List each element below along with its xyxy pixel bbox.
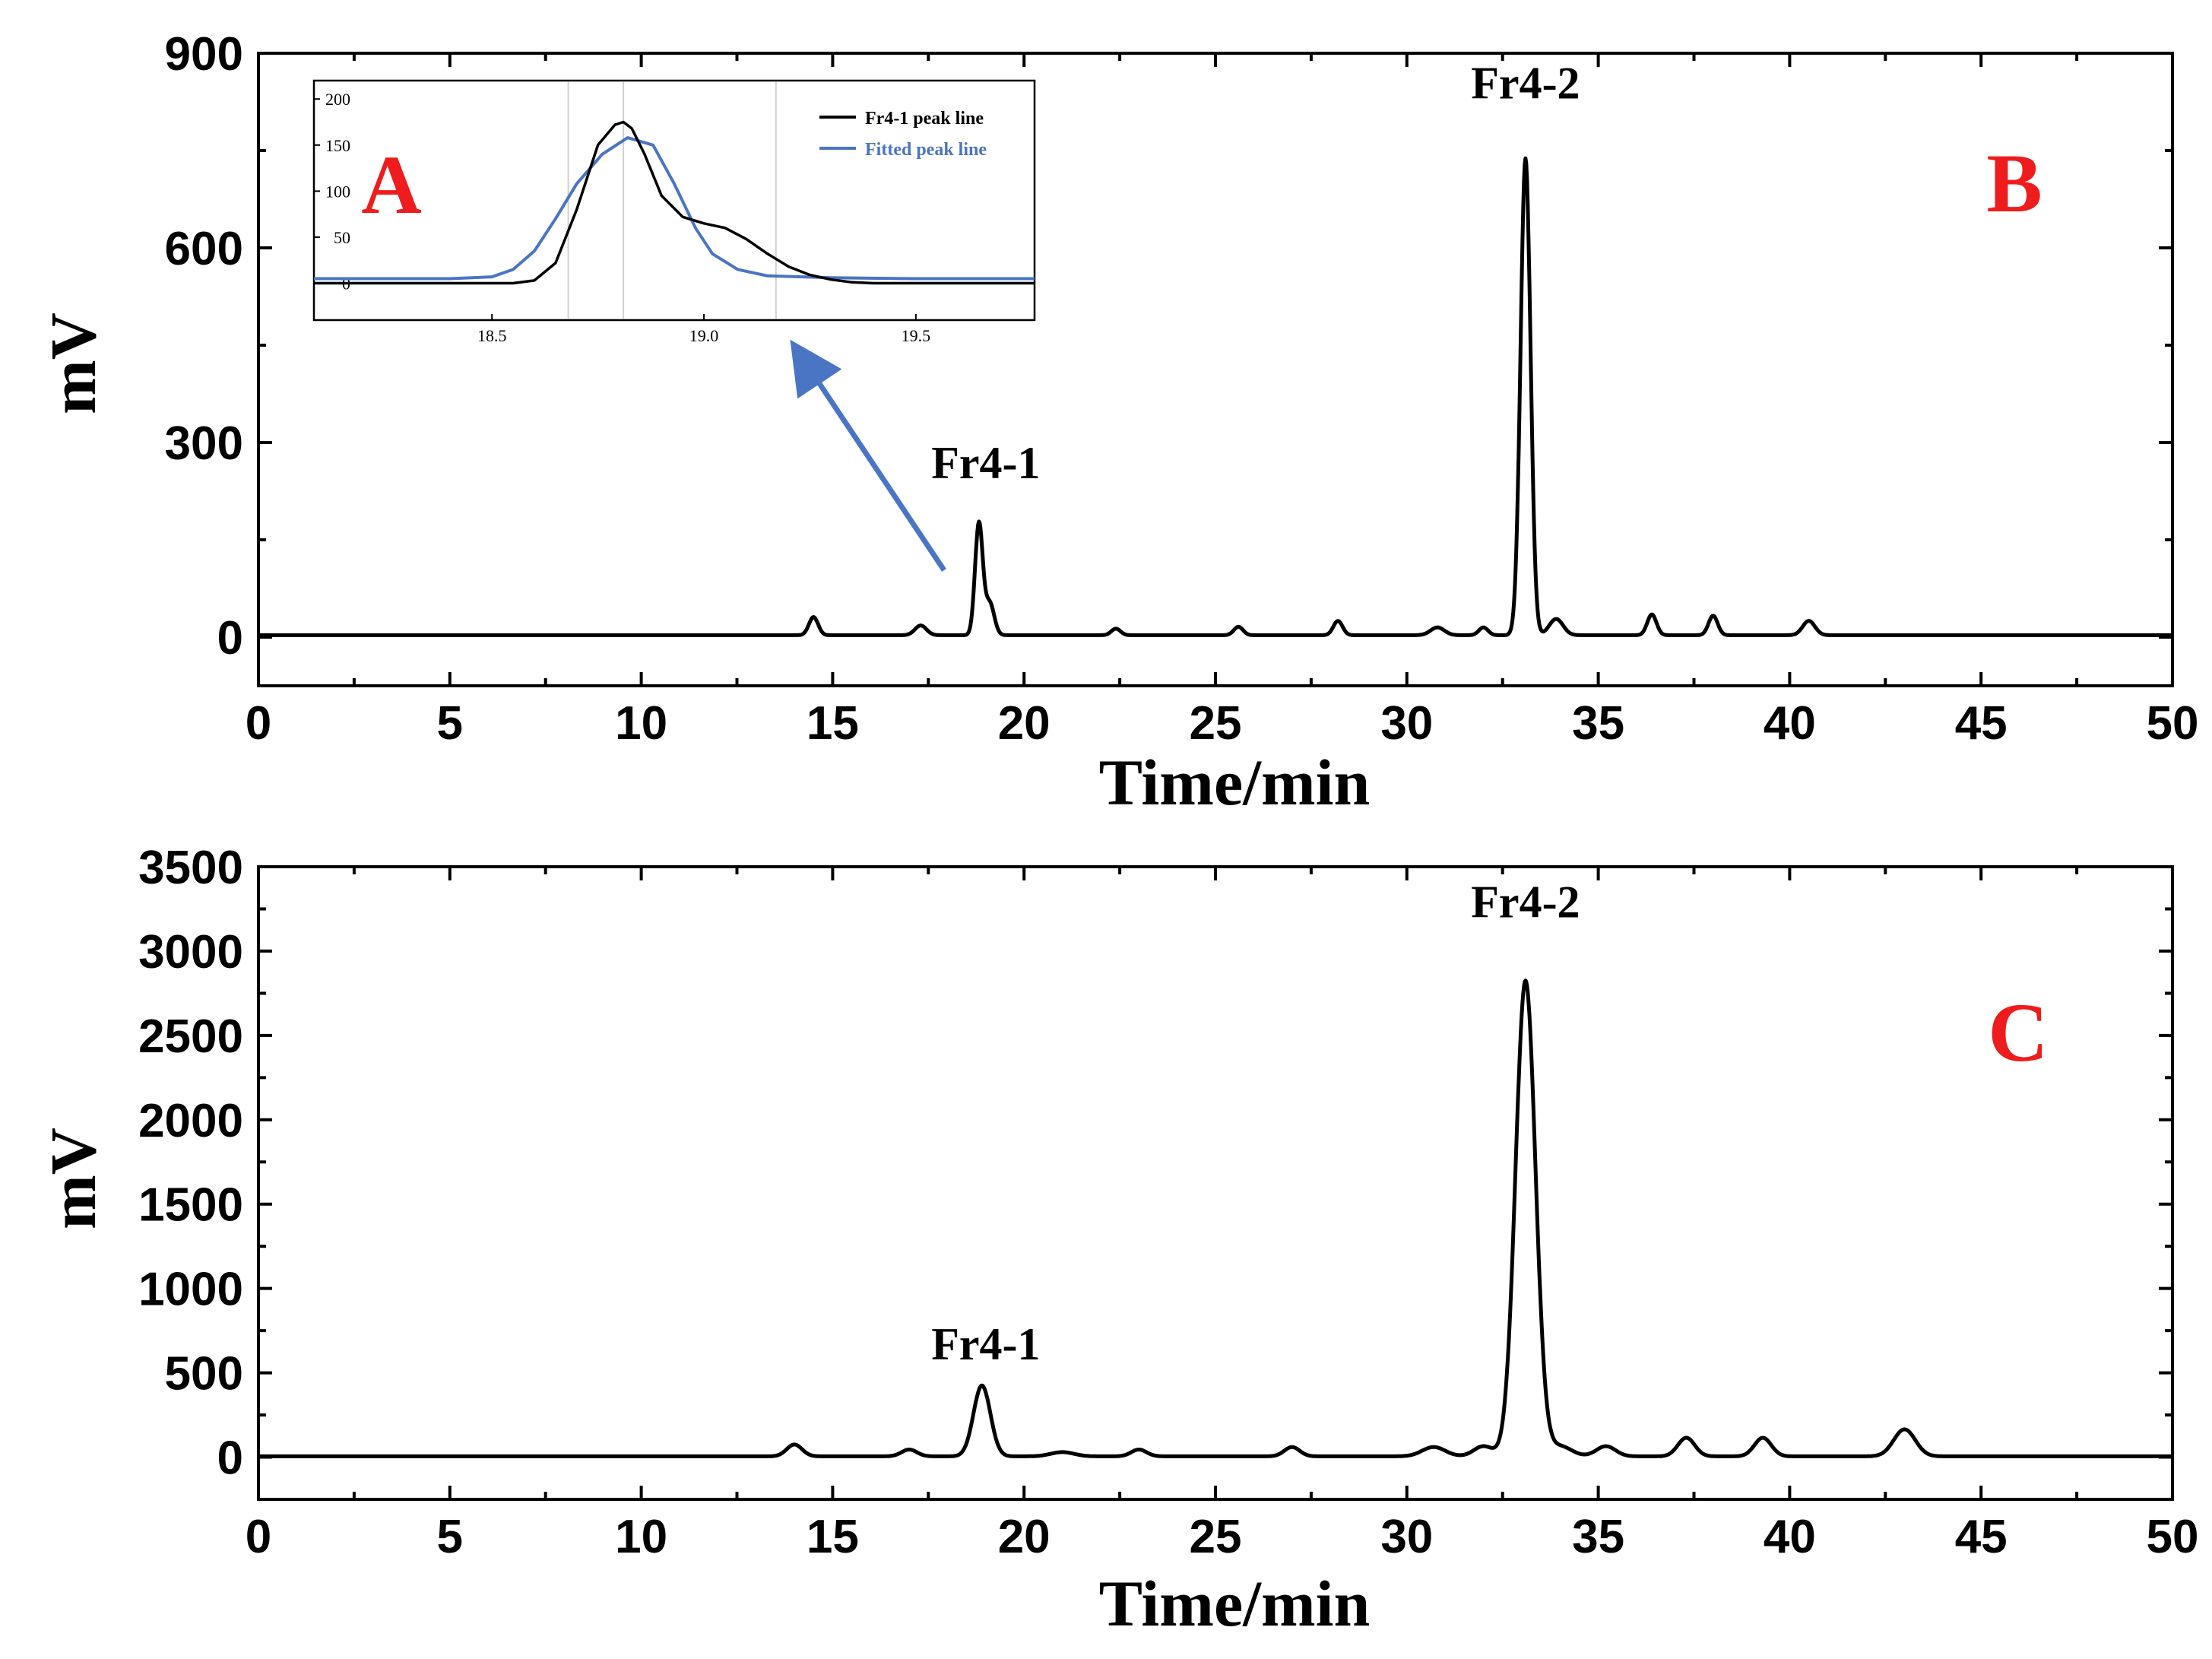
panel-c-x-tick-label: 15 bbox=[807, 1511, 859, 1563]
inset-x-tick-label: 19.0 bbox=[689, 326, 719, 345]
panel-b-chromatogram-trace bbox=[257, 156, 2174, 637]
panel-b-x-axis-title: Time/min bbox=[1099, 746, 1371, 819]
panel-b-x-tick-label: 0 bbox=[246, 697, 271, 750]
panel-b-y-axis-title: mV bbox=[36, 312, 109, 414]
panel-c-y-tick-label: 0 bbox=[217, 1432, 243, 1485]
panel-c-x-tick-label: 25 bbox=[1190, 1511, 1242, 1563]
panel-c-y-tick-label: 3000 bbox=[138, 926, 243, 979]
inset-y-tick-label: 50 bbox=[334, 228, 350, 247]
inset-fr4-1-peak-line bbox=[314, 120, 1035, 285]
panel-b-peak-label-fr4-1: Fr4-1 bbox=[931, 438, 1040, 488]
panel-b-x-tick-label: 50 bbox=[2147, 697, 2199, 750]
inset-x-ticks: 18.5 19.0 19.5 bbox=[477, 314, 930, 345]
panel-c-x-tick-label: 45 bbox=[1955, 1511, 2008, 1563]
panel-c-x-tick-label: 20 bbox=[998, 1511, 1051, 1563]
inset-y-tick-label: 100 bbox=[325, 182, 350, 201]
panel-c: 0 5 10 15 20 25 30 35 40 45 50 0 500 1000 1500 2000 250… bbox=[36, 842, 2198, 1640]
panel-b-y-tick-label: 0 bbox=[217, 612, 243, 665]
inset-y-tick-label: 150 bbox=[325, 136, 350, 155]
legend-label-fr4-1: Fr4-1 peak line bbox=[865, 109, 984, 128]
panel-b-x-tick-label: 45 bbox=[1955, 697, 2008, 750]
panel-c-x-tick-label: 35 bbox=[1572, 1511, 1624, 1563]
panel-c-y-tick-label: 2000 bbox=[138, 1095, 243, 1147]
panel-c-frame bbox=[257, 865, 2174, 1501]
panel-b-y-ticks: 0 300 600 900 bbox=[165, 28, 2172, 665]
panel-b-x-tick-label: 5 bbox=[437, 697, 463, 750]
panel-b-x-ticks: 0 5 10 15 20 25 30 35 40 45 50 bbox=[246, 53, 2199, 750]
inset-x-tick-label: 19.5 bbox=[902, 326, 931, 345]
panel-a-letter: A bbox=[361, 138, 421, 231]
panel-b-y-tick-label: 900 bbox=[165, 28, 243, 81]
panel-b-x-tick-label: 10 bbox=[615, 697, 667, 750]
inset-y-tick-label: 200 bbox=[325, 90, 350, 109]
panel-c-y-tick-label: 1000 bbox=[138, 1264, 243, 1316]
panel-b-x-tick-label: 35 bbox=[1572, 697, 1624, 750]
panel-b-peak-label-fr4-2: Fr4-2 bbox=[1471, 59, 1580, 109]
panel-c-x-tick-label: 10 bbox=[615, 1511, 667, 1563]
panel-b-x-tick-label: 25 bbox=[1190, 697, 1242, 750]
panel-c-letter: C bbox=[1988, 986, 2048, 1079]
panel-c-peak-label-fr4-2: Fr4-2 bbox=[1471, 877, 1580, 928]
panel-b-x-tick-label: 30 bbox=[1380, 697, 1433, 750]
panel-b: 0 5 10 15 20 25 30 35 40 45 50 0 300 600 900 Time/min… bbox=[36, 28, 2198, 819]
panel-c-y-tick-label: 3500 bbox=[138, 842, 243, 894]
panel-c-x-ticks: 0 5 10 15 20 25 30 35 40 45 50 bbox=[246, 867, 2199, 1563]
panel-c-x-axis-title: Time/min bbox=[1099, 1567, 1371, 1640]
panel-b-y-tick-label: 600 bbox=[165, 223, 243, 275]
panel-c-y-ticks: 0 500 1000 1500 2000 2500 3000 3500 bbox=[138, 842, 2172, 1485]
panel-c-x-tick-label: 40 bbox=[1764, 1511, 1816, 1563]
panel-c-x-tick-label: 5 bbox=[437, 1511, 463, 1563]
inset-x-tick-label: 18.5 bbox=[477, 326, 507, 345]
panel-b-x-tick-label: 20 bbox=[998, 697, 1051, 750]
inset-fitted-peak-line bbox=[314, 136, 1035, 281]
panel-c-peak-label-fr4-1: Fr4-1 bbox=[931, 1319, 1040, 1369]
panel-c-y-axis-title: mV bbox=[36, 1128, 109, 1229]
panel-b-y-tick-label: 300 bbox=[165, 417, 243, 470]
panel-c-x-tick-label: 30 bbox=[1380, 1511, 1433, 1563]
legend-label-fitted: Fitted peak line bbox=[865, 140, 987, 160]
inset-pointer-arrow bbox=[790, 339, 946, 572]
panel-c-x-tick-label: 50 bbox=[2147, 1511, 2199, 1563]
panel-b-x-tick-label: 15 bbox=[807, 697, 859, 750]
panel-c-y-tick-label: 2500 bbox=[138, 1010, 243, 1063]
panel-b-letter: B bbox=[1986, 137, 2042, 230]
panel-b-x-tick-label: 40 bbox=[1764, 697, 1816, 750]
panel-c-y-tick-label: 1500 bbox=[138, 1179, 243, 1232]
panel-c-x-tick-label: 0 bbox=[246, 1511, 271, 1563]
inset-legend: Fr4-1 peak line Fitted peak line bbox=[819, 109, 987, 160]
panel-c-chromatogram-trace bbox=[257, 979, 2174, 1458]
panel-c-y-tick-label: 500 bbox=[165, 1348, 243, 1400]
